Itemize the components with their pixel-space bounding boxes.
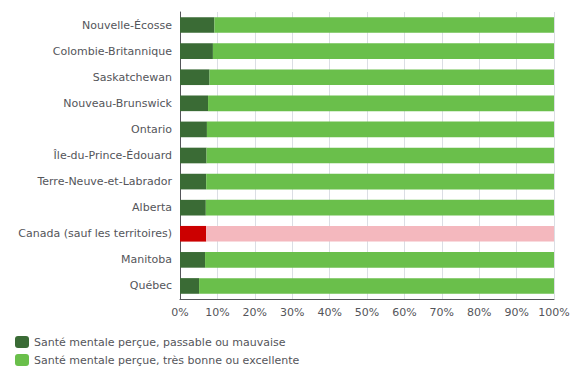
- svg-text:50%: 50%: [355, 306, 379, 319]
- svg-text:Terre-Neuve-et-Labrador: Terre-Neuve-et-Labrador: [36, 175, 172, 188]
- svg-text:Colombie-Britannique: Colombie-Britannique: [53, 45, 172, 58]
- svg-text:0%: 0%: [171, 306, 188, 319]
- svg-text:70%: 70%: [430, 306, 454, 319]
- svg-text:10%: 10%: [205, 306, 229, 319]
- svg-text:Nouveau-Brunswick: Nouveau-Brunswick: [63, 97, 172, 110]
- svg-text:30%: 30%: [280, 306, 304, 319]
- svg-text:Santé mentale perçue, très bon: Santé mentale perçue, très bonne ou exce…: [34, 354, 299, 367]
- svg-text:Alberta: Alberta: [132, 201, 172, 214]
- svg-text:90%: 90%: [504, 306, 528, 319]
- svg-text:60%: 60%: [392, 306, 416, 319]
- svg-text:100%: 100%: [538, 306, 569, 319]
- svg-text:20%: 20%: [243, 306, 267, 319]
- svg-text:Saskatchewan: Saskatchewan: [93, 71, 172, 84]
- svg-text:Ontario: Ontario: [131, 123, 172, 136]
- svg-text:Manitoba: Manitoba: [121, 253, 172, 266]
- svg-text:Nouvelle-Écosse: Nouvelle-Écosse: [82, 19, 172, 32]
- svg-text:Santé mentale perçue, passable: Santé mentale perçue, passable ou mauvai…: [34, 336, 286, 349]
- svg-text:Québec: Québec: [130, 279, 172, 292]
- svg-text:40%: 40%: [317, 306, 341, 319]
- svg-text:Canada (sauf les territoires): Canada (sauf les territoires): [18, 227, 172, 240]
- svg-text:Île-du-Prince-Édouard: Île-du-Prince-Édouard: [53, 149, 172, 162]
- svg-text:80%: 80%: [467, 306, 491, 319]
